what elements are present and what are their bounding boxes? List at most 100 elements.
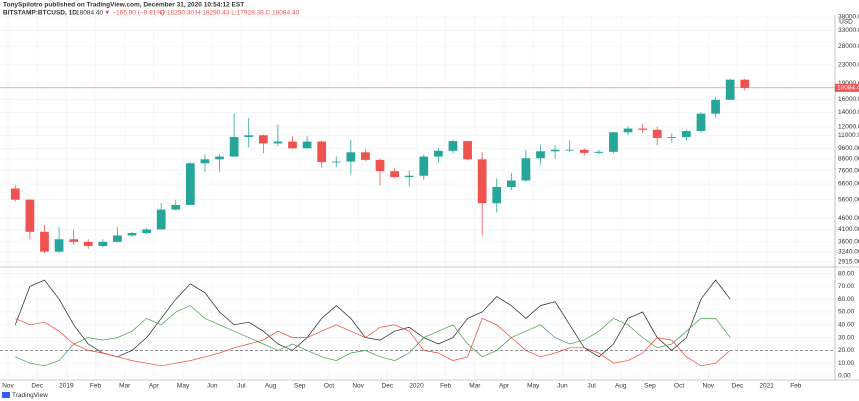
y-tick-label: 14000.00 — [838, 109, 859, 116]
y-tick-label: 4100.00 — [838, 226, 859, 233]
candle-body — [463, 141, 472, 160]
y-tick-label: 4600.00 — [838, 215, 859, 222]
x-tick-label: 2021 — [759, 383, 774, 390]
candle-body — [375, 159, 385, 172]
y-tick-label: 30.00 — [838, 334, 855, 341]
x-tick-label: Feb — [790, 383, 802, 390]
candle-body — [156, 209, 166, 230]
candle-body — [302, 141, 312, 149]
candle-body — [404, 175, 414, 178]
x-tick-label: Oct — [324, 383, 334, 390]
candle-body — [200, 159, 210, 164]
candle-body — [740, 79, 750, 88]
candle-body — [711, 99, 720, 114]
candle-body — [419, 156, 429, 176]
candle-body — [696, 113, 706, 132]
candle-body — [98, 241, 108, 246]
y-tick-label: 38000.00 — [838, 14, 859, 21]
y-tick-label: 20.00 — [838, 347, 855, 354]
candle-body — [346, 152, 356, 162]
candle-body — [492, 186, 502, 204]
x-tick-label: Aug — [265, 383, 277, 390]
candle-body — [288, 141, 297, 149]
x-tick-label: May — [177, 383, 190, 390]
x-tick-label: Jul — [587, 383, 596, 390]
candle-body — [725, 79, 735, 100]
x-tick-label: Sep — [294, 383, 306, 390]
y-tick-label: 5600.00 — [838, 196, 859, 203]
candle-body — [113, 235, 122, 242]
last-price: 18084.40 — [76, 10, 103, 17]
candle-body — [40, 231, 49, 252]
candle-body — [682, 131, 691, 138]
y-tick-label: 6600.00 — [838, 181, 859, 188]
candle-body — [69, 239, 79, 242]
axis-unit: USD — [839, 19, 853, 26]
candle-body — [10, 188, 20, 200]
y-tick-label: 80.00 — [838, 270, 855, 277]
candle-body — [623, 128, 633, 133]
candle-body — [521, 158, 531, 181]
footer-logo: TradingView — [12, 392, 48, 399]
candle-body — [506, 180, 516, 187]
candle-body — [142, 229, 151, 234]
x-tick-label: 2019 — [59, 383, 74, 390]
symbol: BITSTAMP:BTCUSD, 1D — [3, 10, 77, 17]
y-tick-label: 40.00 — [838, 321, 855, 328]
candle-body — [25, 199, 35, 232]
candle-body — [54, 239, 64, 252]
candle-body — [83, 241, 93, 246]
x-tick-label: Feb — [440, 383, 452, 390]
x-tick-label: Feb — [90, 383, 102, 390]
candle-body — [579, 149, 589, 153]
candle-body — [244, 135, 254, 138]
y-tick-label: 2915.00 — [838, 259, 859, 266]
candle-body — [229, 137, 239, 157]
x-tick-label: Nov — [2, 383, 14, 390]
y-tick-label: 19000.00 — [838, 80, 859, 87]
y-tick-label: 3240.00 — [838, 249, 859, 256]
x-tick-label: Aug — [615, 383, 627, 390]
candle-body — [565, 149, 575, 151]
candle-body — [171, 204, 181, 210]
x-tick-label: Apr — [499, 383, 510, 390]
last-price-box — [835, 83, 859, 92]
x-tick-label: Mar — [469, 383, 481, 390]
y-tick-label: 7600.00 — [838, 167, 859, 174]
x-tick-label: Nov — [703, 383, 715, 390]
y-tick-label: 10.00 — [838, 360, 855, 367]
candle-body — [448, 141, 458, 151]
indicator-line — [14, 279, 731, 358]
candle-body — [331, 161, 341, 163]
candle-body — [185, 163, 195, 205]
candle-body — [638, 128, 648, 130]
indicator-line — [15, 317, 731, 367]
candle-body — [550, 149, 560, 152]
x-tick-label: Jul — [237, 383, 246, 390]
last-price-label: 18084.40 — [837, 85, 859, 92]
x-tick-label: Jun — [557, 383, 568, 390]
indicator-line — [15, 305, 731, 367]
candle-body — [434, 150, 443, 157]
y-tick-label: 3600.00 — [838, 239, 859, 246]
candle-body — [609, 132, 618, 152]
y-tick-label: 16000.00 — [838, 96, 859, 103]
y-tick-label: 28000.00 — [838, 43, 859, 50]
x-tick-label: Dec — [732, 383, 744, 390]
x-tick-label: Nov — [352, 383, 364, 390]
candle-body — [536, 151, 545, 159]
y-tick-label: 12000.00 — [838, 124, 859, 131]
candle-body — [258, 135, 268, 144]
candle-body — [273, 141, 283, 144]
x-tick-label: Dec — [382, 383, 394, 390]
logo-icon — [2, 392, 10, 398]
x-tick-label: 2020 — [409, 383, 424, 390]
x-tick-label: May — [527, 383, 540, 390]
x-tick-label: Dec — [31, 383, 43, 390]
ohlc: O:18250.30 H:18290.43 L:17928.38 C:18084… — [160, 10, 300, 17]
candle-body — [127, 233, 137, 236]
y-tick-label: 0.00 — [838, 373, 851, 380]
x-tick-label: Mar — [119, 383, 131, 390]
